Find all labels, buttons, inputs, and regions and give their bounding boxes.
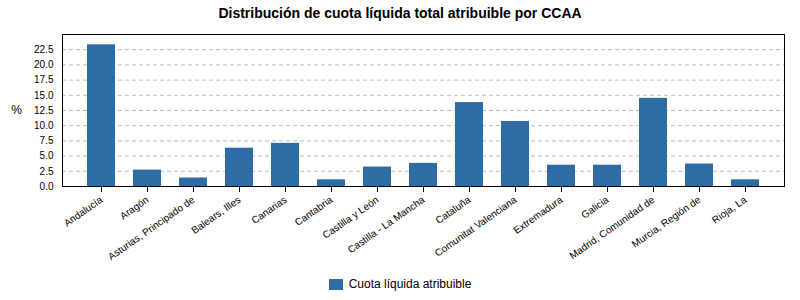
svg-text:22.5: 22.5 [34,44,54,55]
svg-text:Asturias, Principado de: Asturias, Principado de [106,194,197,262]
svg-text:Rioja, La: Rioja, La [710,194,749,226]
svg-text:Canarias: Canarias [249,194,288,226]
svg-text:Cantabria: Cantabria [293,194,335,228]
svg-text:0.0: 0.0 [40,181,54,192]
svg-text:Castilla y León: Castilla y León [320,194,381,241]
svg-text:Galicia: Galicia [579,194,611,221]
svg-text:17.5: 17.5 [34,74,54,85]
svg-text:Aragón: Aragón [118,194,151,222]
svg-text:Cataluña: Cataluña [433,194,472,226]
svg-text:Andalucía: Andalucía [62,194,105,229]
html-text:Distribución de cuota líquida: Distribución de cuota líquida total atri… [218,5,582,21]
svg-text:2.5: 2.5 [40,166,54,177]
svg-text:Madrid, Comunidad de: Madrid, Comunidad de [567,194,657,261]
svg-text:10.0: 10.0 [34,120,54,131]
svg-text:12.5: 12.5 [34,105,54,116]
svg-text:Comunitat Valenciana: Comunitat Valenciana [433,194,519,259]
svg-text:Balears, Illes: Balears, Illes [189,194,242,236]
svg-text:15.0: 15.0 [34,90,54,101]
svg-text:Extremadura: Extremadura [511,194,565,236]
html-text:Cuota líquida atribuible: Cuota líquida atribuible [348,277,472,291]
svg-text:%: % [11,103,22,117]
svg-text:Castilla - La Mancha: Castilla - La Mancha [346,194,427,256]
svg-text:20.0: 20.0 [34,59,54,70]
svg-text:5.0: 5.0 [40,150,54,161]
svg-text:Murcia, Región de: Murcia, Región de [630,194,703,250]
svg-text:7.5: 7.5 [40,135,54,146]
